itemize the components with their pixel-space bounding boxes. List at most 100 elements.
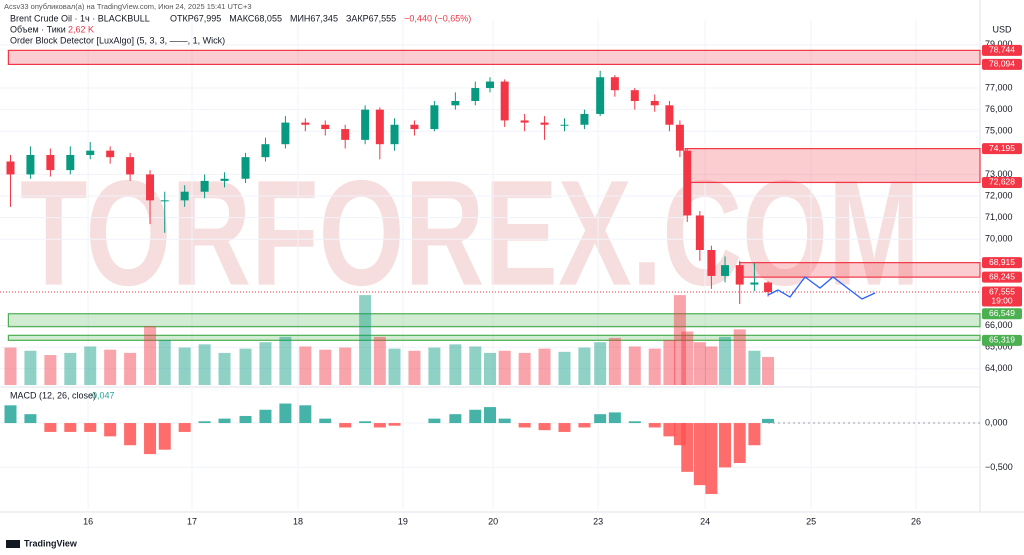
volume-bar	[538, 348, 551, 385]
order-block	[7, 313, 981, 328]
volume-bar	[673, 295, 686, 385]
x-tick-label: 18	[293, 516, 303, 526]
candle-body	[610, 77, 619, 91]
candle-body	[26, 154, 35, 175]
candle-body	[486, 81, 494, 89]
price-badge	[982, 58, 1022, 70]
macd-bar	[259, 409, 272, 424]
candle-body	[750, 282, 759, 285]
macd-bar	[663, 423, 676, 437]
volume-bar	[299, 346, 312, 385]
x-tick-label: 25	[806, 516, 816, 526]
price-badge-label: 68,245	[989, 271, 1015, 281]
volume-bar	[719, 336, 732, 385]
volume-bar	[388, 348, 401, 385]
volume-bar	[449, 344, 462, 385]
macd-bar	[279, 403, 292, 424]
volume-bar	[178, 347, 191, 385]
macd-bar	[178, 423, 191, 432]
volume-bar	[239, 348, 252, 385]
macd-bar	[733, 423, 746, 463]
candle-body	[361, 109, 370, 140]
candle-body	[650, 100, 659, 106]
volume-bar	[44, 355, 57, 385]
volume-bar	[628, 346, 641, 385]
macd-bar	[705, 423, 718, 495]
candle-body	[86, 150, 95, 155]
y-tick-label: 73,000	[985, 169, 1013, 179]
candle-body	[721, 265, 730, 276]
candle-body	[200, 180, 209, 192]
volume-bar	[4, 347, 17, 385]
macd-bar	[538, 423, 551, 431]
volume-bar	[124, 352, 137, 385]
candle-body	[106, 150, 115, 158]
price-badge	[982, 176, 1022, 188]
y-tick-label: 64,000	[985, 363, 1013, 373]
candle-body	[375, 109, 384, 145]
candle-body	[220, 178, 229, 181]
volume-value: 2,62 K	[68, 24, 94, 34]
candle-body	[390, 124, 399, 145]
y-tick-label: 70,000	[985, 234, 1013, 244]
macd-bar	[299, 405, 312, 424]
volume-bar	[373, 336, 386, 385]
macd-bar	[339, 423, 352, 428]
price-badge	[982, 257, 1022, 269]
order-block	[7, 49, 981, 66]
candle-body	[695, 215, 704, 251]
y-tick-label: −0,500	[985, 462, 1013, 472]
volume-bar	[705, 346, 718, 385]
macd-bar	[498, 418, 511, 424]
macd-bar	[218, 418, 231, 424]
volume-bar	[608, 337, 621, 385]
volume-bar	[359, 295, 372, 385]
candle-body	[707, 250, 716, 276]
price-badge-label: 68,915	[989, 257, 1015, 267]
x-tick-label: 24	[700, 516, 710, 526]
candle-body	[451, 100, 460, 106]
candle-body	[341, 129, 350, 140]
macd-bar	[594, 414, 607, 424]
macd-bar	[449, 414, 462, 424]
volume-bar	[279, 336, 292, 385]
candle-body	[410, 124, 419, 130]
candle-body	[6, 161, 15, 175]
macd-bar	[359, 421, 372, 424]
volume-bar	[484, 352, 496, 385]
macd-bar	[608, 412, 621, 424]
x-tick-label: 19	[398, 516, 408, 526]
volume-bar	[594, 342, 607, 385]
ohlc-stat: ОТКР67,995	[170, 13, 221, 23]
macd-bar	[239, 415, 252, 424]
candle-body	[764, 282, 773, 293]
volume-bar	[578, 347, 591, 385]
candle-body	[675, 124, 684, 151]
volume-bar	[681, 331, 694, 385]
y-tick-label: 71,000	[985, 212, 1013, 222]
candle-body	[241, 157, 250, 179]
y-tick-label: 66,000	[985, 320, 1013, 330]
footer-brand: TradingView	[24, 538, 78, 548]
candle-body	[146, 174, 155, 201]
candle-body	[430, 105, 439, 130]
volume-bar	[663, 340, 676, 385]
volume-bar	[518, 352, 531, 385]
candle-body	[665, 105, 674, 125]
order-block	[7, 334, 981, 341]
x-tick-label: 23	[593, 516, 603, 526]
volume-bar	[693, 342, 706, 385]
indicator-title: Order Block Detector [LuxAlgo] (5, 3, 3,…	[10, 35, 225, 45]
volume-title: Объем · Тики	[10, 24, 66, 34]
x-tick-label: 20	[488, 516, 498, 526]
x-tick-label: 16	[83, 516, 93, 526]
candle-body	[46, 154, 55, 171]
macd-bar	[24, 414, 37, 424]
macd-bar	[558, 423, 571, 432]
volume-bar	[748, 350, 761, 385]
candle-body	[126, 157, 135, 175]
candle-body	[321, 124, 330, 130]
current-time-label: 19:00	[991, 295, 1013, 305]
current-price-badge	[982, 286, 1022, 307]
volume-bar	[198, 344, 211, 385]
